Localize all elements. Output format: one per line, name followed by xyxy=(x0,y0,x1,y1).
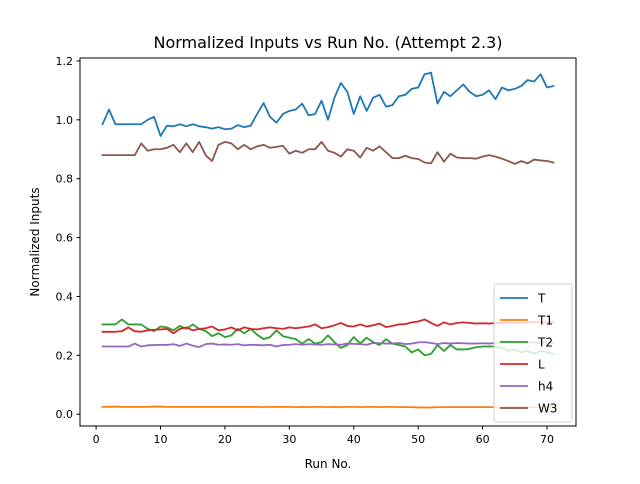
ticks-layer: 0 10 20 30 40 50 60 70 0.0 0.2 0.4 0.6 0.8 1.0 1.2 xyxy=(56,55,555,446)
legend-label-w3: W3 xyxy=(538,402,558,416)
series-layer xyxy=(101,71,555,409)
x-tick-label: 20 xyxy=(218,433,232,446)
legend-label-h4: h4 xyxy=(538,380,553,394)
y-tick-label: 0.8 xyxy=(56,173,74,186)
legend: T T1 T2 Lh4 W3 xyxy=(493,283,573,423)
y-tick-label: 1.0 xyxy=(56,114,74,127)
legend-label-t1: T1 xyxy=(537,314,553,328)
y-tick-label: 0.6 xyxy=(56,232,74,245)
series-line-l xyxy=(101,318,555,335)
legend-label-t2: T2 xyxy=(537,336,553,350)
y-axis-label: Normalized Inputs xyxy=(28,187,42,296)
series-line-t2 xyxy=(101,318,555,357)
legend-label-t: T xyxy=(537,292,546,306)
series-line-w3 xyxy=(101,140,555,165)
series-line-t1 xyxy=(101,405,555,409)
x-tick-label: 10 xyxy=(154,433,168,446)
y-tick-label: 0.4 xyxy=(56,290,74,303)
x-tick-label: 60 xyxy=(476,433,490,446)
series-line-h4 xyxy=(101,340,555,349)
series-line-t xyxy=(101,71,555,137)
y-tick-label: 0.2 xyxy=(56,349,74,362)
x-tick-label: 50 xyxy=(411,433,425,446)
legend-box xyxy=(493,283,573,423)
x-axis-label: Run No. xyxy=(305,457,352,471)
plot-frame xyxy=(79,57,577,427)
chart-title: Normalized Inputs vs Run No. (Attempt 2.… xyxy=(153,33,502,52)
x-tick-label: 40 xyxy=(347,433,361,446)
legend-label-l: L xyxy=(538,358,545,372)
y-tick-label: 0.0 xyxy=(56,408,74,421)
x-tick-label: 0 xyxy=(93,433,100,446)
x-tick-label: 70 xyxy=(540,433,554,446)
y-tick-label: 1.2 xyxy=(56,55,74,68)
x-tick-label: 30 xyxy=(282,433,296,446)
